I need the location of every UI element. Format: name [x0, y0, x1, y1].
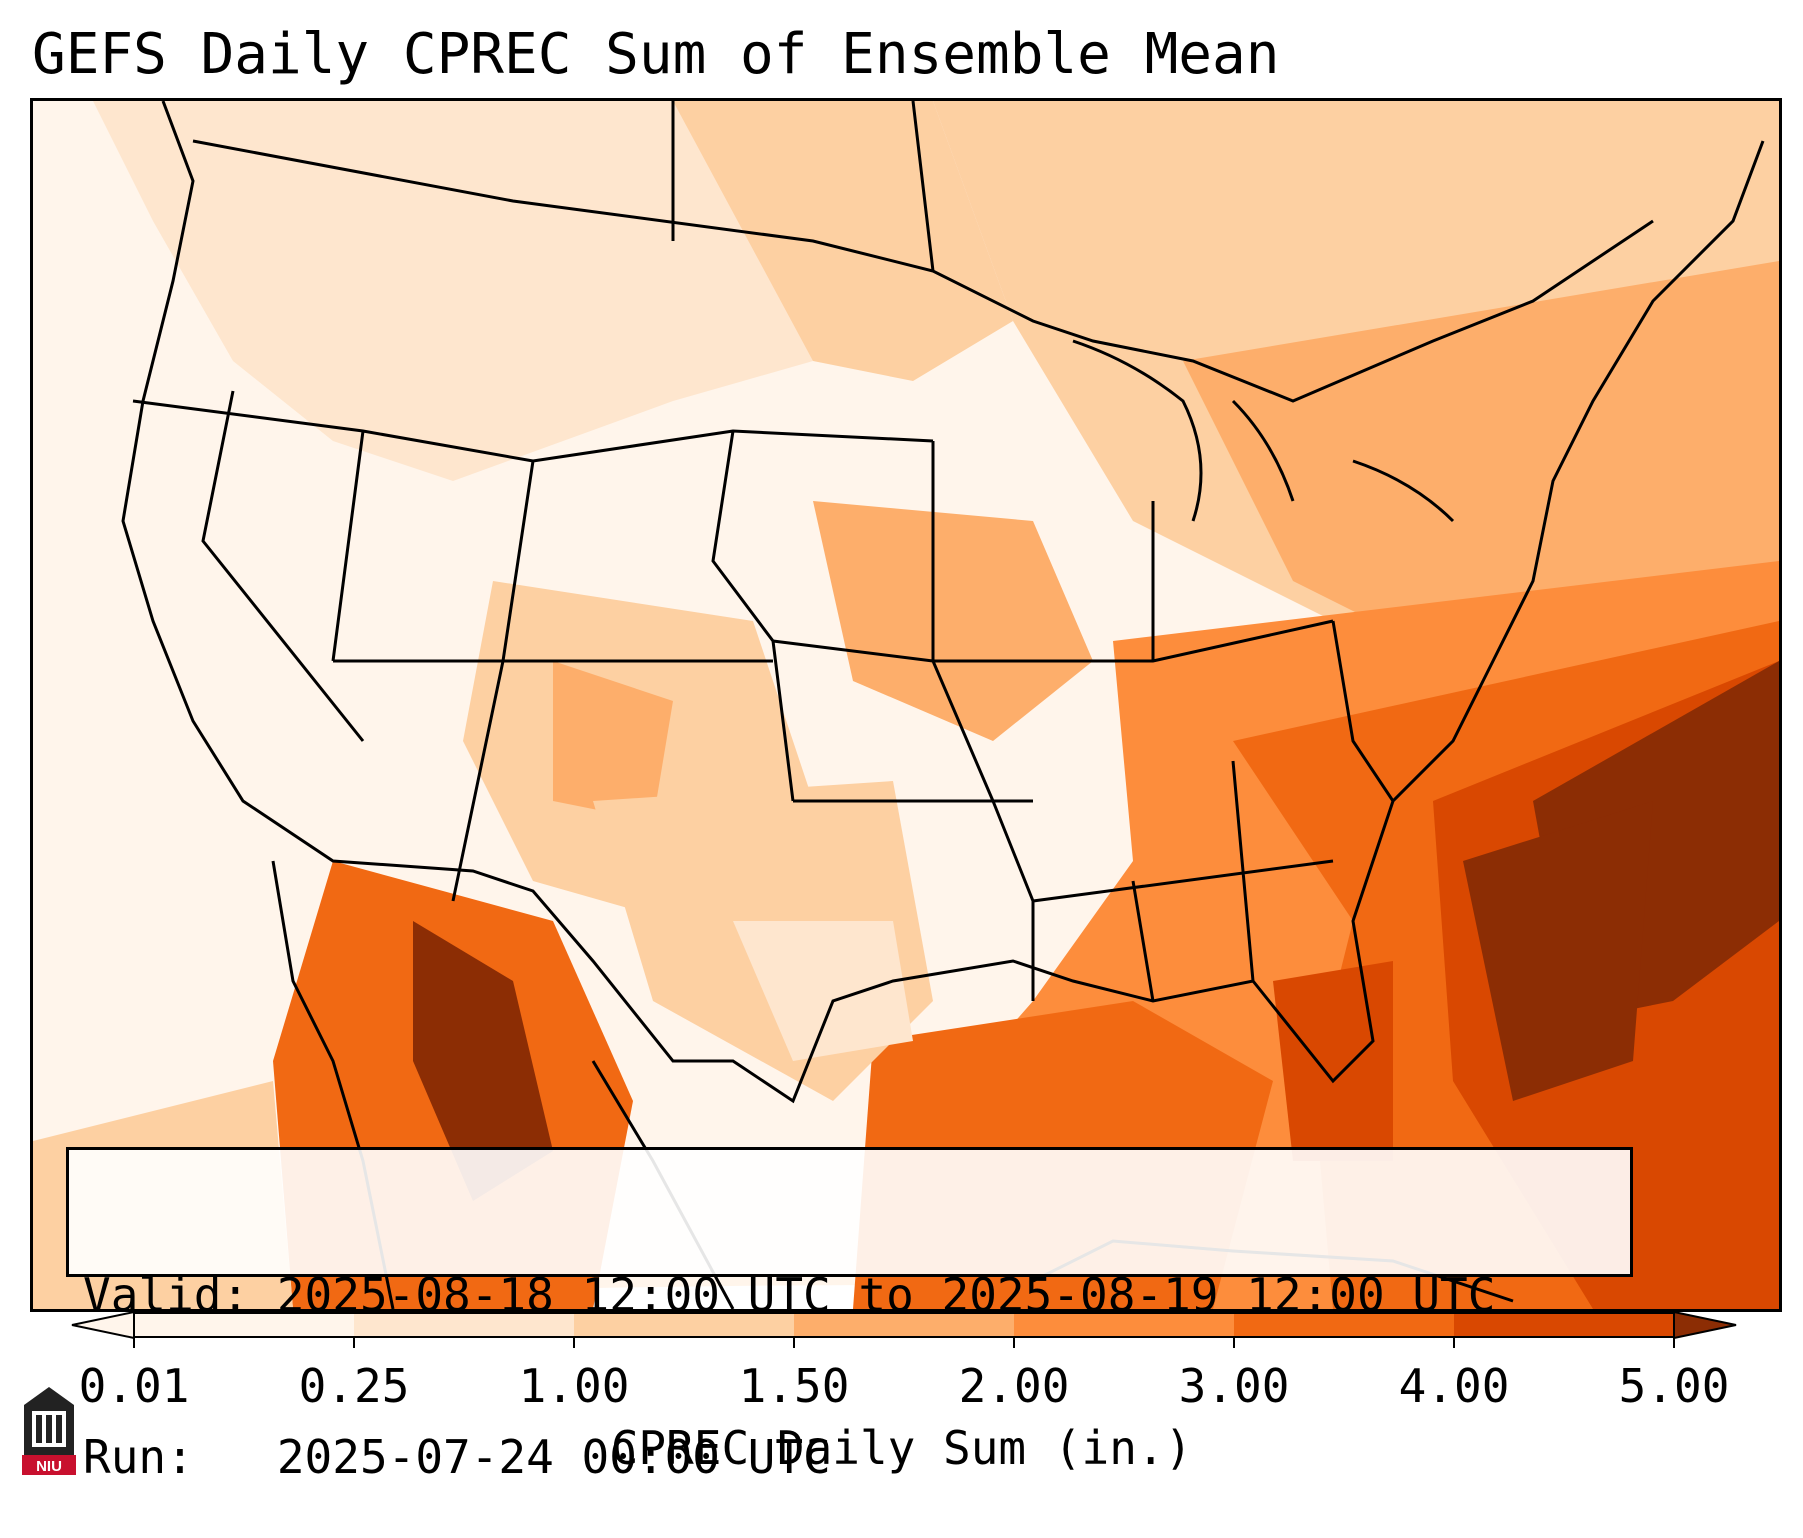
colorbar-segment	[1454, 1312, 1675, 1338]
colorbar-tick-label: 1.00	[518, 1359, 630, 1413]
colorbar-extend-high	[1673, 1310, 1737, 1340]
colorbar-tick-label: 0.01	[78, 1359, 190, 1413]
colorbar-tick-label: 1.50	[738, 1359, 850, 1413]
great-lakes	[1072, 339, 1455, 523]
colorbar-segment	[794, 1312, 1015, 1338]
colorbar-segment	[1014, 1312, 1235, 1338]
svg-text:NIU: NIU	[36, 1458, 62, 1475]
colorbar-label: CPREC Daily Sum (in.)	[610, 1421, 1193, 1475]
run-time-text: Run: 2025-07-24 00:00 UTC	[83, 1430, 831, 1484]
colorbar-tick-label: 5.00	[1618, 1359, 1730, 1413]
colorbar-tick-label: 3.00	[1178, 1359, 1290, 1413]
state-lines	[132, 101, 1395, 1002]
niu-logo-icon: NIU	[22, 1387, 76, 1475]
colorbar-tick-label: 4.00	[1398, 1359, 1510, 1413]
niu-logo: NIU	[20, 1385, 78, 1477]
colorbar-graphic	[71, 1310, 1737, 1348]
map-canvas	[33, 101, 1779, 1309]
colorbar-segment	[1234, 1312, 1455, 1338]
colorbar	[71, 1310, 1737, 1348]
map-title: GEFS Daily CPREC Sum of Ensemble Mean	[32, 22, 1280, 87]
us-outline	[121, 101, 1765, 1104]
colorbar-segment	[134, 1312, 355, 1338]
colorbar-tick-label: 0.25	[298, 1359, 410, 1413]
colorbar-segment	[354, 1312, 575, 1338]
colorbar-segment	[574, 1312, 795, 1338]
colorbar-tick-label: 2.00	[958, 1359, 1070, 1413]
canada-border	[192, 139, 1654, 403]
colorbar-extend-low	[71, 1310, 135, 1340]
colorbar-outline	[133, 1312, 1675, 1338]
precipitation-map	[30, 98, 1782, 1312]
valid-run-box: Valid: 2025-08-18 12:00 UTC to 2025-08-1…	[66, 1147, 1633, 1484]
